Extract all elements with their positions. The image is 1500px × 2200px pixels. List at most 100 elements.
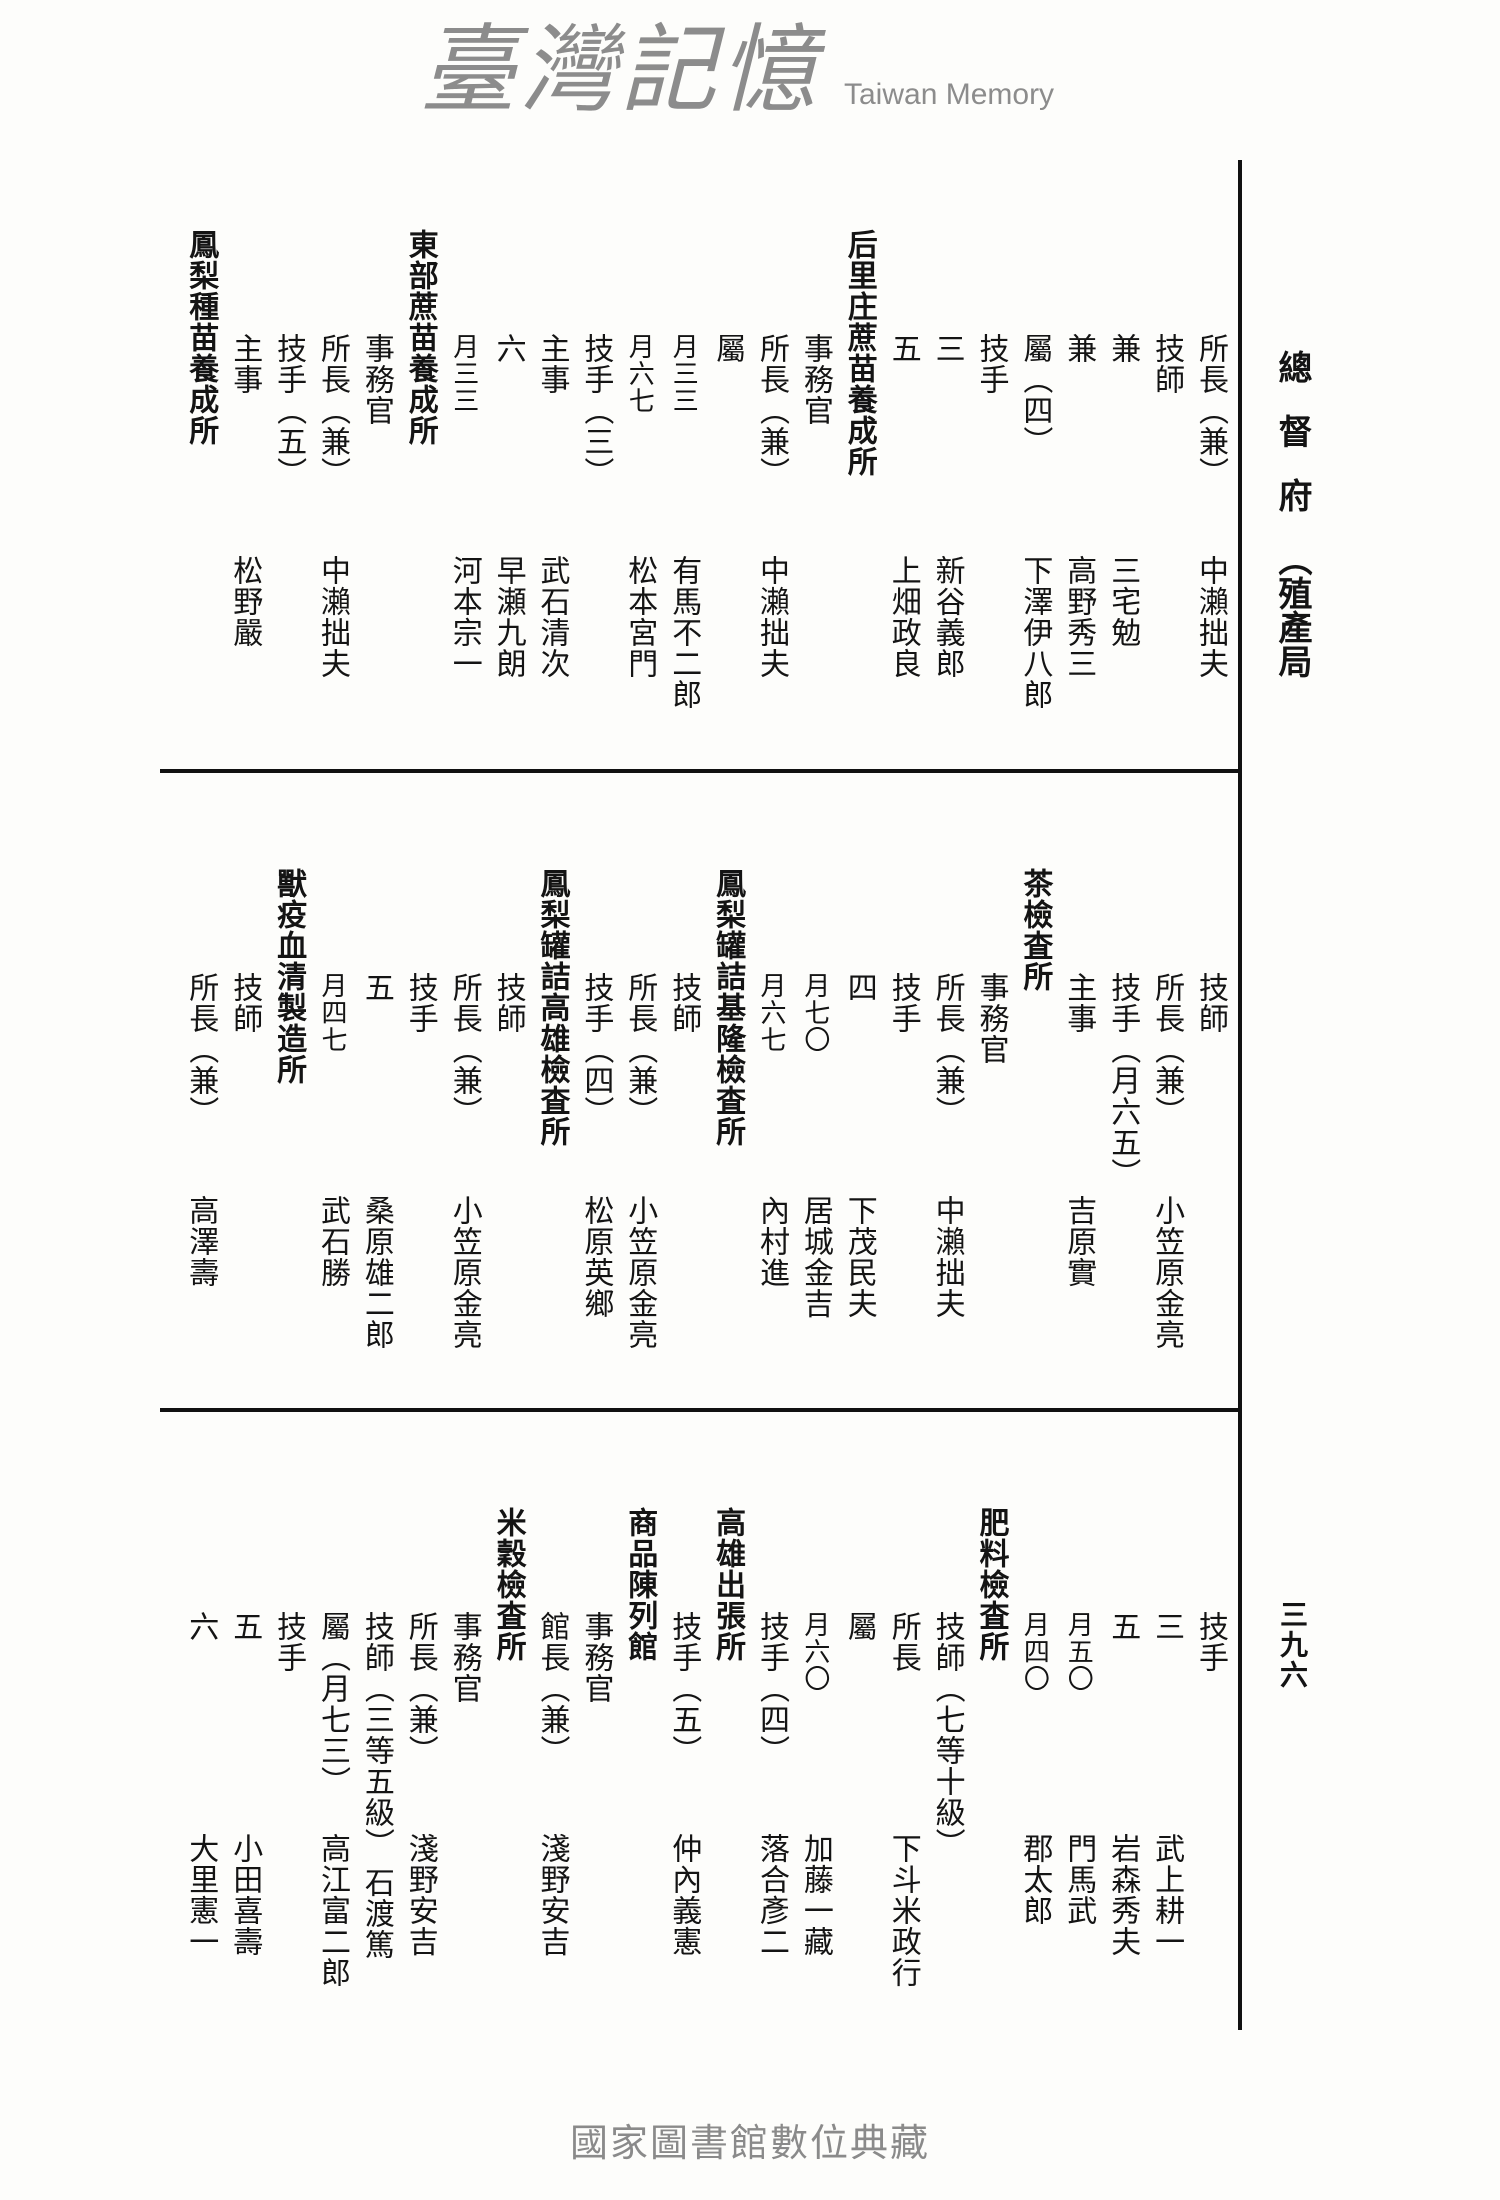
position-title: 所長 (885, 1611, 921, 1673)
staff-name: 小笠原金亮 (446, 1195, 482, 1350)
position-title: 技師 (490, 972, 526, 1034)
position-title: 六 (490, 333, 526, 364)
position-title: 主事 (227, 333, 263, 395)
staff-name: 下斗米政行 (885, 1833, 921, 1988)
position-title: 事務官 (973, 972, 1009, 1065)
footer-credit: 國家圖書館數位典藏 (569, 2121, 930, 2165)
section-divider (160, 1408, 1240, 1412)
staff-name: 下澤伊八郎 (1017, 555, 1053, 710)
position-title: 五 (227, 1611, 263, 1642)
position-title: 屬 (841, 1611, 877, 1642)
position-title: 四 (841, 972, 877, 1003)
salary-grade: 月三三 (668, 333, 699, 414)
section-divider (160, 769, 1240, 773)
position-title: 技師 (227, 972, 263, 1034)
staff-name: 松野嚴 (227, 555, 263, 648)
office-heading: 高雄出張所 (710, 1507, 746, 1662)
position-title: 屬（月七三） (315, 1611, 350, 1797)
office-heading: 茶檢査所 (1017, 868, 1053, 992)
position-title: 所長（兼） (1149, 972, 1185, 1127)
position-title: 技手 (402, 972, 438, 1034)
position-title: 所長（兼） (622, 972, 658, 1127)
staff-name: 高野秀三 (1061, 555, 1097, 679)
staff-name: 高江富二郎 (315, 1833, 350, 1988)
staff-name: 武石勝 (315, 1195, 350, 1288)
position-title: 技師 (666, 972, 702, 1034)
position-title: 所長（兼） (446, 972, 482, 1127)
position-title: 兼 (1105, 333, 1141, 364)
staff-name: 門馬武 (1061, 1833, 1097, 1926)
office-heading: 肥料檢査所 (973, 1507, 1009, 1662)
staff-name: 岩森秀夫 (1105, 1833, 1141, 1957)
position-title: 所長（兼） (402, 1611, 438, 1766)
position-title: 屬（四） (1017, 333, 1053, 457)
office-heading: 鳳梨罐詰基隆檢査所 (710, 868, 746, 1147)
position-title: 兼 (1061, 333, 1097, 364)
position-title: 技師（三等五級） (358, 1611, 394, 1859)
position-title: 屬 (710, 333, 746, 364)
position-title: 技師 (1193, 972, 1228, 1034)
staff-name: 落合彥二 (754, 1833, 789, 1957)
staff-name: 下茂民夫 (841, 1195, 877, 1319)
salary-grade: 月六〇 (799, 1611, 830, 1692)
staff-name: 小笠原金亮 (1149, 1195, 1185, 1350)
header-divider (1238, 160, 1242, 2030)
office-heading: 鳳梨罐詰高雄檢査所 (534, 868, 570, 1147)
office-heading: 東部蔗苗養成所 (402, 229, 438, 446)
staff-name: 吉原實 (1061, 1195, 1097, 1288)
position-title: 所長（兼） (929, 972, 965, 1127)
position-title: 館長（兼） (534, 1611, 570, 1766)
staff-name: 中瀨拙夫 (315, 555, 350, 679)
staff-name: 中瀨拙夫 (754, 555, 789, 679)
position-title: 六 (183, 1611, 219, 1642)
position-title: 技手（五） (271, 333, 307, 488)
position-title: 技手（四） (578, 972, 614, 1127)
office-heading: 后里庄蔗苗養成所 (841, 229, 877, 477)
office-heading: 獸疫血清製造所 (271, 868, 307, 1085)
staff-name: 河本宗一 (446, 555, 482, 679)
salary-grade: 月六七 (756, 972, 786, 1053)
salary-grade: 月五〇 (1063, 1611, 1094, 1692)
position-title: 技手（三） (578, 333, 614, 488)
position-title: 技師 (1149, 333, 1185, 395)
position-title: 技手（四） (754, 1611, 789, 1766)
staff-name: 中瀨拙夫 (1193, 555, 1228, 679)
staff-name: 小田喜壽 (227, 1833, 263, 1957)
staff-name: 小笠原金亮 (622, 1195, 658, 1350)
staff-name: 松原英鄉 (578, 1195, 614, 1319)
position-title: 主事 (1061, 972, 1097, 1034)
staff-name: 早瀬九朗 (490, 555, 526, 679)
header-bureau: （殖產局 (1272, 542, 1312, 678)
staff-name: 內村進 (754, 1195, 789, 1288)
position-title: 所長（兼） (754, 333, 789, 488)
staff-name: 有馬不二郎 (666, 555, 702, 710)
watermark-logo: 臺灣記憶 Taiwan Memory (420, 22, 1054, 118)
salary-grade: 月七〇 (799, 972, 830, 1053)
position-title: 事務官 (578, 1611, 614, 1704)
staff-name: 加藤一藏 (797, 1833, 833, 1957)
position-title: 事務官 (797, 333, 833, 426)
staff-name: 三宅勉 (1105, 555, 1141, 648)
staff-name: 大里憲一 (183, 1833, 219, 1957)
position-title: 所長（兼） (1193, 333, 1228, 488)
position-title: 技師（七等十級） (929, 1611, 965, 1859)
staff-name: 松本宮門 (622, 555, 658, 679)
staff-name: 武石清次 (534, 555, 570, 679)
staff-name: 石渡篤 (358, 1867, 394, 1960)
position-title: 五 (885, 333, 921, 364)
staff-name: 桑原雄二郎 (358, 1195, 394, 1350)
office-heading: 商品陳列館 (622, 1507, 658, 1662)
position-title: 技手 (271, 1611, 307, 1673)
office-heading: 鳳梨種苗養成所 (183, 229, 219, 446)
office-heading: 米穀檢査所 (490, 1507, 526, 1662)
staff-name: 居城金吉 (797, 1195, 833, 1319)
position-title: 技手（月六五） (1105, 972, 1141, 1189)
staff-name: 仲內義憲 (666, 1833, 702, 1957)
staff-name: 郡太郎 (1017, 1833, 1053, 1926)
salary-grade: 月六七 (624, 333, 655, 414)
page-number: 三九六 (1276, 1600, 1309, 1690)
staff-name: 淺野安吉 (402, 1833, 438, 1957)
position-title: 技手（五） (666, 1611, 702, 1766)
salary-grade: 月四〇 (1019, 1611, 1050, 1692)
watermark-english: Taiwan Memory (844, 78, 1055, 111)
